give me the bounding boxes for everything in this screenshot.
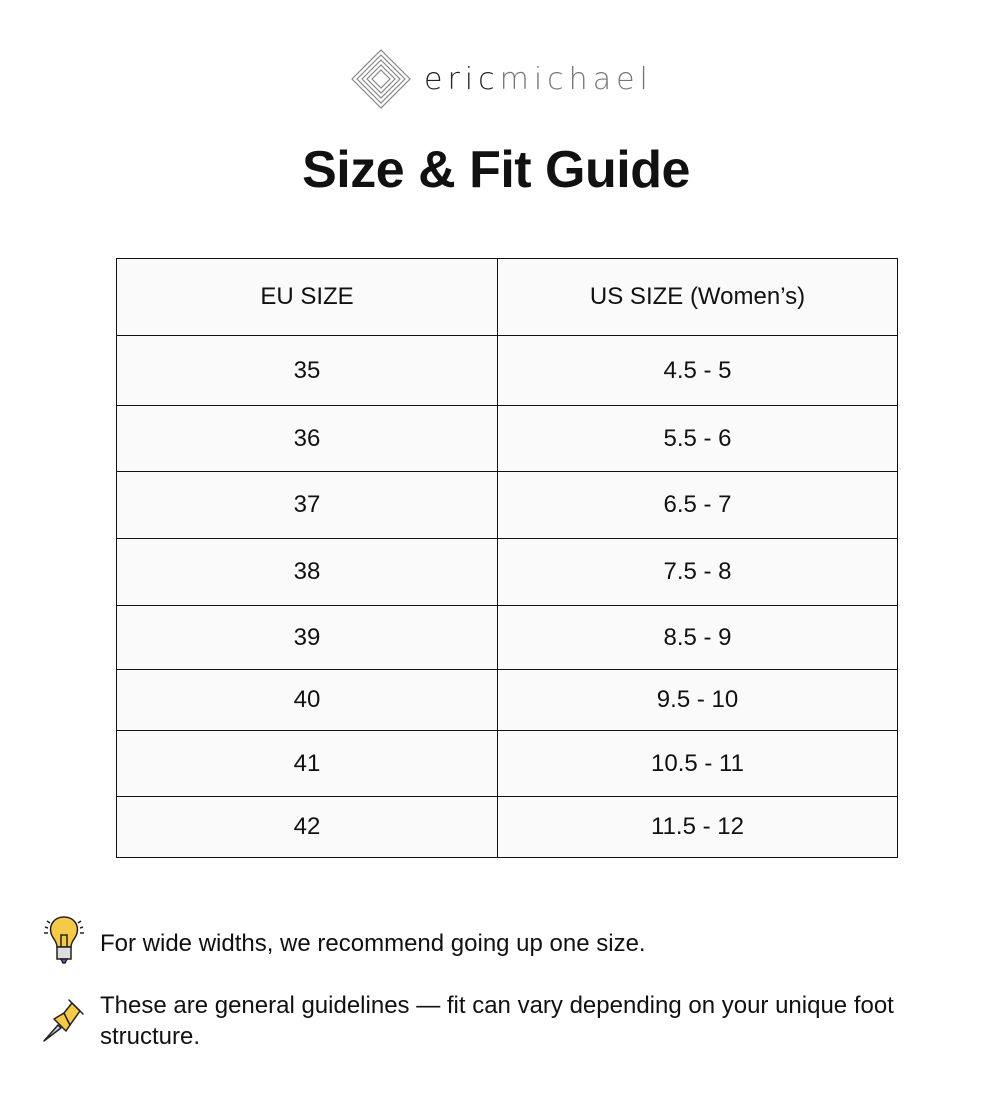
diamond-logo-icon [351, 49, 411, 109]
note-wide-widths: For wide widths, we recommend going up o… [100, 930, 646, 957]
eu-size-cell: 39 [116, 605, 498, 670]
pushpin-icon [43, 999, 84, 1042]
us-size-cell: 10.5 - 11 [497, 730, 898, 797]
table-row: 35 4.5 - 5 [116, 335, 898, 406]
table-row: 41 10.5 - 11 [116, 730, 898, 797]
eu-size-cell: 40 [116, 669, 498, 731]
header-eu-size: EU SIZE [116, 258, 498, 336]
eu-size-cell: 37 [116, 471, 498, 539]
note-general-guidelines: These are general guidelines — fit can v… [100, 992, 894, 1050]
table-row: 37 6.5 - 7 [116, 471, 898, 539]
us-size-cell: 4.5 - 5 [497, 335, 898, 406]
lightbulb-icon [44, 916, 84, 964]
eu-size-cell: 41 [116, 730, 498, 797]
us-size-cell: 11.5 - 12 [497, 796, 898, 858]
eu-size-cell: 35 [116, 335, 498, 406]
brand-name: ericmichael [424, 61, 653, 97]
table-header-row: EU SIZE US SIZE (Women’s) [116, 258, 898, 336]
header-us-size: US SIZE (Women’s) [497, 258, 898, 336]
us-size-cell: 5.5 - 6 [497, 405, 898, 472]
table-row: 38 7.5 - 8 [116, 538, 898, 606]
us-size-cell: 7.5 - 8 [497, 538, 898, 606]
us-size-cell: 9.5 - 10 [497, 669, 898, 731]
size-table: EU SIZE US SIZE (Women’s) 35 4.5 - 5 36 5.5… [116, 258, 898, 858]
us-size-cell: 6.5 - 7 [497, 471, 898, 539]
brand-logo: ericmichael [350, 48, 653, 110]
us-size-cell: 8.5 - 9 [497, 605, 898, 670]
table-row: 39 8.5 - 9 [116, 605, 898, 670]
page-title: Size & Fit Guide [302, 141, 690, 199]
table-row: 42 11.5 - 12 [116, 796, 898, 858]
eu-size-cell: 36 [116, 405, 498, 472]
table-row: 40 9.5 - 10 [116, 669, 898, 731]
eu-size-cell: 38 [116, 538, 498, 606]
table-row: 36 5.5 - 6 [116, 405, 898, 472]
eu-size-cell: 42 [116, 796, 498, 858]
